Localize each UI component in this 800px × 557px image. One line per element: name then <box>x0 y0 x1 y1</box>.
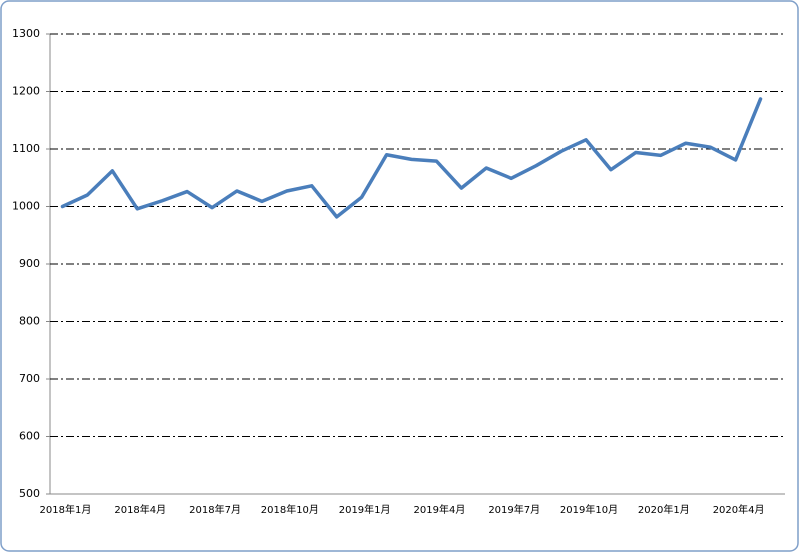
y-tick-label: 1300 <box>12 27 40 40</box>
x-tick-label: 2019年10月 <box>560 503 618 516</box>
x-tick-label: 2018年10月 <box>261 503 319 516</box>
x-tick-label: 2019年4月 <box>414 503 466 516</box>
x-tick-label: 2018年1月 <box>40 503 92 516</box>
y-tick-label: 900 <box>19 257 40 270</box>
x-tick-label: 2018年4月 <box>114 503 166 516</box>
y-tick-label: 1000 <box>12 200 40 213</box>
y-tick-label: 1200 <box>12 85 40 98</box>
x-tick-label: 2019年1月 <box>339 503 391 516</box>
y-tick-label: 600 <box>19 430 40 443</box>
x-tick-label: 2018年7月 <box>189 503 241 516</box>
x-tick-label: 2020年4月 <box>713 503 765 516</box>
line-series <box>60 97 763 219</box>
y-tick-label: 1100 <box>12 142 40 155</box>
y-tick-label: 500 <box>19 487 40 500</box>
y-tick-label: 700 <box>19 372 40 385</box>
x-tick-label: 2019年7月 <box>488 503 540 516</box>
y-tick-label: 800 <box>19 315 40 328</box>
x-tick-label: 2020年1月 <box>638 503 690 516</box>
